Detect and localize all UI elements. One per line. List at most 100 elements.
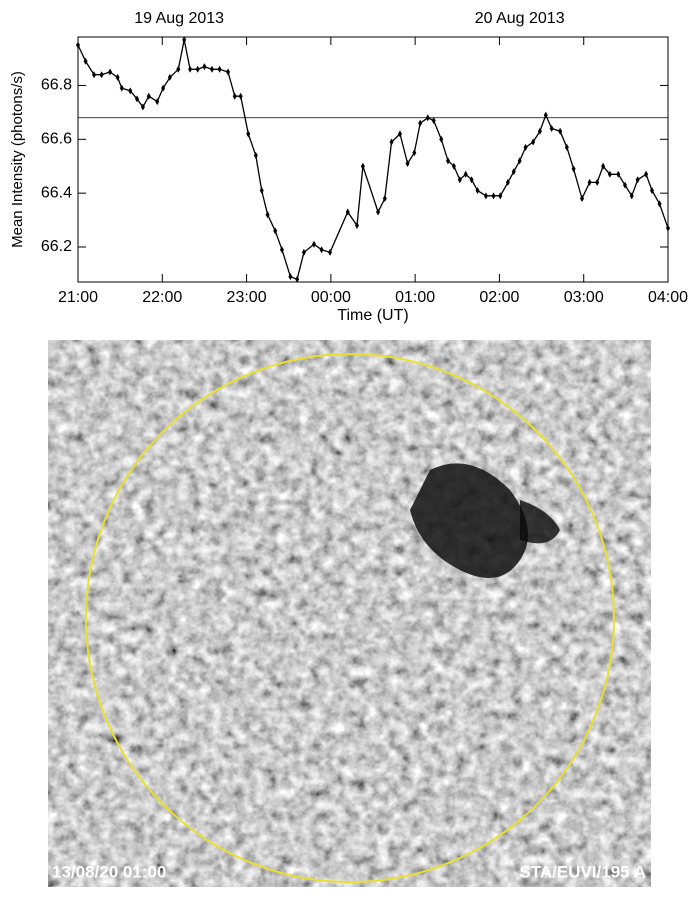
data-point — [517, 157, 522, 165]
x-tick-label: 00:00 — [311, 289, 351, 306]
data-point — [246, 130, 251, 138]
data-point — [265, 211, 270, 219]
plot-frame — [77, 36, 669, 283]
x-tick-label: 23:00 — [227, 289, 267, 306]
active-region — [520, 500, 560, 544]
data-point — [115, 73, 120, 81]
y-axis-title: Mean Intensity (photons/s) — [9, 71, 26, 248]
solar-limb — [85, 353, 615, 883]
data-point — [475, 186, 480, 194]
image-instrument: STA/EUVI/195 A — [519, 862, 646, 881]
x-tick-label: 04:00 — [648, 289, 688, 306]
data-point — [210, 65, 215, 73]
data-point — [595, 178, 600, 186]
y-tick-label: 66.4 — [41, 184, 72, 201]
data-point — [531, 138, 536, 146]
data-point — [543, 111, 548, 119]
data-point — [389, 138, 394, 146]
data-point — [76, 41, 80, 49]
data-point — [360, 162, 365, 170]
data-point — [226, 68, 231, 76]
data-point — [469, 176, 474, 184]
data-point — [644, 170, 649, 178]
data-point — [616, 170, 621, 178]
x-tick-label: 01:00 — [395, 289, 435, 306]
data-point — [382, 195, 387, 203]
data-point — [188, 65, 193, 73]
x-tick-label: 22:00 — [142, 289, 182, 306]
data-point — [635, 176, 640, 184]
data-point — [376, 208, 381, 216]
data-point — [135, 95, 139, 103]
x-tick-label: 03:00 — [564, 289, 604, 306]
data-point — [607, 170, 612, 178]
data-point — [498, 192, 503, 200]
data-point — [176, 65, 181, 73]
x-axis-title: Time (UT) — [337, 307, 408, 324]
data-point — [463, 170, 468, 178]
data-point — [232, 92, 237, 100]
data-point — [92, 71, 97, 79]
data-point — [412, 149, 417, 157]
image-timestamp: 13/08/20 01:00 — [52, 862, 166, 881]
data-point — [83, 57, 88, 65]
data-point — [259, 186, 264, 194]
solar-image: 13/08/20 01:00 STA/EUVI/195 A — [48, 340, 651, 887]
data-point — [431, 116, 436, 124]
data-point — [511, 168, 516, 176]
data-point — [558, 127, 563, 135]
data-point — [549, 125, 554, 133]
data-point — [273, 227, 278, 235]
data-point — [354, 221, 359, 229]
data-point — [182, 36, 187, 44]
data-point — [564, 143, 569, 151]
data-point — [146, 92, 151, 100]
date-annotation: 20 Aug 2013 — [475, 10, 565, 27]
data-point — [405, 160, 410, 168]
data-point — [253, 151, 258, 159]
y-tick-label: 66.8 — [41, 77, 72, 94]
data-point — [446, 157, 451, 165]
data-point — [288, 273, 293, 281]
data-point — [649, 186, 654, 194]
data-point — [666, 224, 670, 232]
data-point — [505, 178, 510, 186]
data-point — [657, 200, 662, 208]
data-point — [483, 192, 488, 200]
data-point — [457, 176, 462, 184]
data-point — [439, 135, 444, 143]
data-point — [238, 92, 243, 100]
data-point — [601, 162, 606, 170]
date-annotation: 19 Aug 2013 — [134, 10, 224, 27]
data-point — [319, 246, 324, 254]
data-point — [167, 73, 172, 81]
x-tick-label: 02:00 — [479, 289, 519, 306]
data-point — [99, 71, 104, 79]
data-point — [491, 192, 496, 200]
data-point — [571, 165, 576, 173]
data-point — [523, 143, 528, 151]
data-point — [279, 246, 284, 254]
data-line — [77, 39, 669, 281]
data-point — [345, 208, 350, 216]
data-point — [295, 275, 300, 283]
data-point — [328, 248, 333, 256]
data-point — [119, 84, 124, 92]
data-point — [195, 65, 200, 73]
data-point — [537, 127, 542, 135]
y-tick-label: 66.2 — [41, 238, 72, 255]
data-point — [155, 98, 160, 106]
data-point — [629, 192, 634, 200]
data-point — [161, 84, 166, 92]
data-point — [312, 240, 316, 248]
data-point — [202, 63, 207, 71]
data-point — [623, 181, 628, 189]
data-point — [418, 119, 423, 127]
data-point — [587, 178, 592, 186]
image-texture — [48, 340, 651, 887]
data-point — [301, 248, 306, 256]
data-point — [580, 195, 585, 203]
data-point — [397, 130, 402, 138]
